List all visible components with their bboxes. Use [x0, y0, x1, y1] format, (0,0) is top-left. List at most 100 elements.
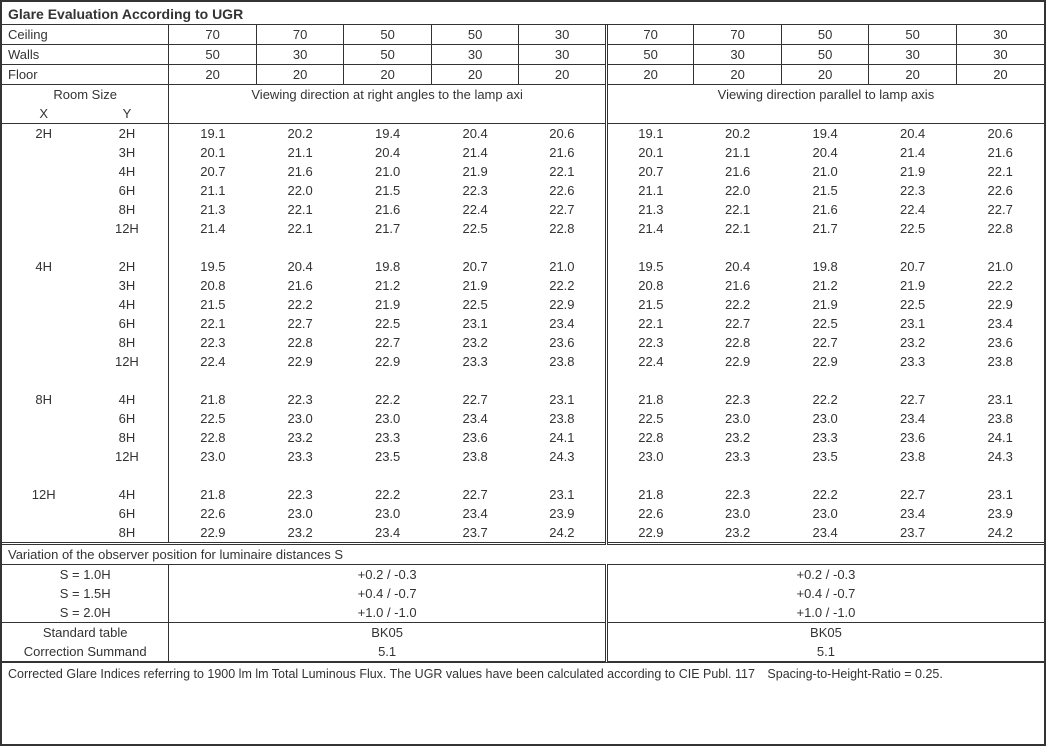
x-cell: [2, 295, 85, 314]
ugr-value: 19.1: [169, 124, 257, 144]
floor-val: 20: [344, 65, 432, 85]
ugr-value: 22.9: [781, 352, 869, 371]
ugr-value: 22.8: [606, 428, 694, 447]
ugr-value: 22.1: [694, 219, 782, 238]
walls-val: 50: [606, 45, 694, 65]
ugr-value: 22.5: [431, 295, 519, 314]
ugr-value: 22.5: [869, 219, 957, 238]
ugr-value: 22.1: [606, 314, 694, 333]
ugr-value: 22.5: [869, 295, 957, 314]
ugr-value: 22.1: [256, 200, 344, 219]
ugr-value: 19.4: [781, 124, 869, 144]
ugr-value: 22.7: [694, 314, 782, 333]
data-row: 4H21.522.221.922.522.921.522.221.922.522…: [2, 295, 1044, 314]
y-cell: 12H: [85, 219, 168, 238]
ugr-value: 23.4: [344, 523, 432, 544]
ugr-value: 22.9: [256, 352, 344, 371]
walls-val: 30: [694, 45, 782, 65]
ugr-value: 20.4: [344, 143, 432, 162]
ugr-value: 23.2: [256, 428, 344, 447]
walls-val: 30: [256, 45, 344, 65]
floor-val: 20: [869, 65, 957, 85]
std-table-label: Standard table: [2, 623, 169, 643]
ugr-value: 23.6: [431, 428, 519, 447]
variation-value: +0.2 / -0.3: [169, 565, 607, 585]
ugr-value: 23.0: [256, 504, 344, 523]
ugr-value: 20.4: [256, 257, 344, 276]
ugr-value: 22.4: [869, 200, 957, 219]
correction-value: 5.1: [169, 642, 607, 662]
ugr-value: 19.1: [606, 124, 694, 144]
ugr-value: 21.9: [344, 295, 432, 314]
ugr-value: 22.1: [519, 162, 607, 181]
ugr-value: 22.4: [431, 200, 519, 219]
floor-val: 20: [431, 65, 519, 85]
ugr-value: 22.2: [781, 485, 869, 504]
variation-label: S = 1.0H: [2, 565, 169, 585]
ugr-value: 23.0: [344, 504, 432, 523]
ugr-value: 20.7: [169, 162, 257, 181]
walls-val: 30: [519, 45, 607, 65]
ugr-value: 23.1: [519, 485, 607, 504]
ugr-value: 19.4: [344, 124, 432, 144]
ugr-value: 22.9: [344, 352, 432, 371]
x-cell: [2, 428, 85, 447]
variation-value: +1.0 / -1.0: [169, 603, 607, 623]
y-cell: 4H: [85, 485, 168, 504]
ugr-value: 23.4: [781, 523, 869, 544]
ugr-value: 21.5: [344, 181, 432, 200]
ugr-value: 23.3: [344, 428, 432, 447]
ugr-value: 21.0: [956, 257, 1044, 276]
ceiling-val: 70: [169, 25, 257, 45]
y-cell: 2H: [85, 124, 168, 144]
ugr-value: 22.8: [169, 428, 257, 447]
floor-label: Floor: [2, 65, 169, 85]
ceiling-val: 30: [519, 25, 607, 45]
data-row: 8H4H21.822.322.222.723.121.822.322.222.7…: [2, 390, 1044, 409]
floor-val: 20: [694, 65, 782, 85]
x-cell: 2H: [2, 124, 85, 144]
y-cell: 6H: [85, 504, 168, 523]
ugr-value: 22.7: [956, 200, 1044, 219]
ugr-value: 22.3: [694, 485, 782, 504]
ugr-value: 23.3: [431, 352, 519, 371]
ugr-value: 23.0: [694, 409, 782, 428]
ugr-value: 20.6: [956, 124, 1044, 144]
xy-label-row: XY: [2, 104, 1044, 124]
ceiling-val: 70: [256, 25, 344, 45]
walls-val: 30: [431, 45, 519, 65]
ugr-value: 22.2: [781, 390, 869, 409]
ugr-value: 21.6: [781, 200, 869, 219]
data-row: 4H2H19.520.419.820.721.019.520.419.820.7…: [2, 257, 1044, 276]
room-size-label: Room Size: [2, 85, 169, 105]
ugr-value: 20.1: [606, 143, 694, 162]
ugr-value: 20.4: [781, 143, 869, 162]
ugr-value: 24.2: [519, 523, 607, 544]
std-table-value: BK05: [606, 623, 1044, 643]
ugr-value: 22.1: [169, 314, 257, 333]
ugr-value: 21.7: [781, 219, 869, 238]
ugr-value: 22.7: [869, 485, 957, 504]
ceiling-val: 50: [781, 25, 869, 45]
x-cell: 4H: [2, 257, 85, 276]
ugr-value: 20.2: [256, 124, 344, 144]
ugr-value: 21.9: [431, 276, 519, 295]
ugr-value: 21.2: [344, 276, 432, 295]
walls-val: 30: [869, 45, 957, 65]
ugr-value: 23.4: [519, 314, 607, 333]
data-row: 8H22.823.223.323.624.122.823.223.323.624…: [2, 428, 1044, 447]
ugr-value: 22.3: [606, 333, 694, 352]
x-cell: [2, 409, 85, 428]
ugr-value: 21.9: [781, 295, 869, 314]
ceiling-row: Ceiling70705050307070505030: [2, 25, 1044, 45]
data-row: 3H20.121.120.421.421.620.121.120.421.421…: [2, 143, 1044, 162]
y-cell: 12H: [85, 352, 168, 371]
y-cell: 2H: [85, 257, 168, 276]
variation-header: Variation of the observer position for l…: [2, 544, 1044, 565]
floor-val: 20: [519, 65, 607, 85]
ugr-value: 22.2: [256, 295, 344, 314]
view-direction-row: Room SizeViewing direction at right angl…: [2, 85, 1044, 105]
variation-row: S = 1.5H+0.4 / -0.7+0.4 / -0.7: [2, 584, 1044, 603]
ugr-value: 23.3: [256, 447, 344, 466]
ugr-value: 21.5: [606, 295, 694, 314]
